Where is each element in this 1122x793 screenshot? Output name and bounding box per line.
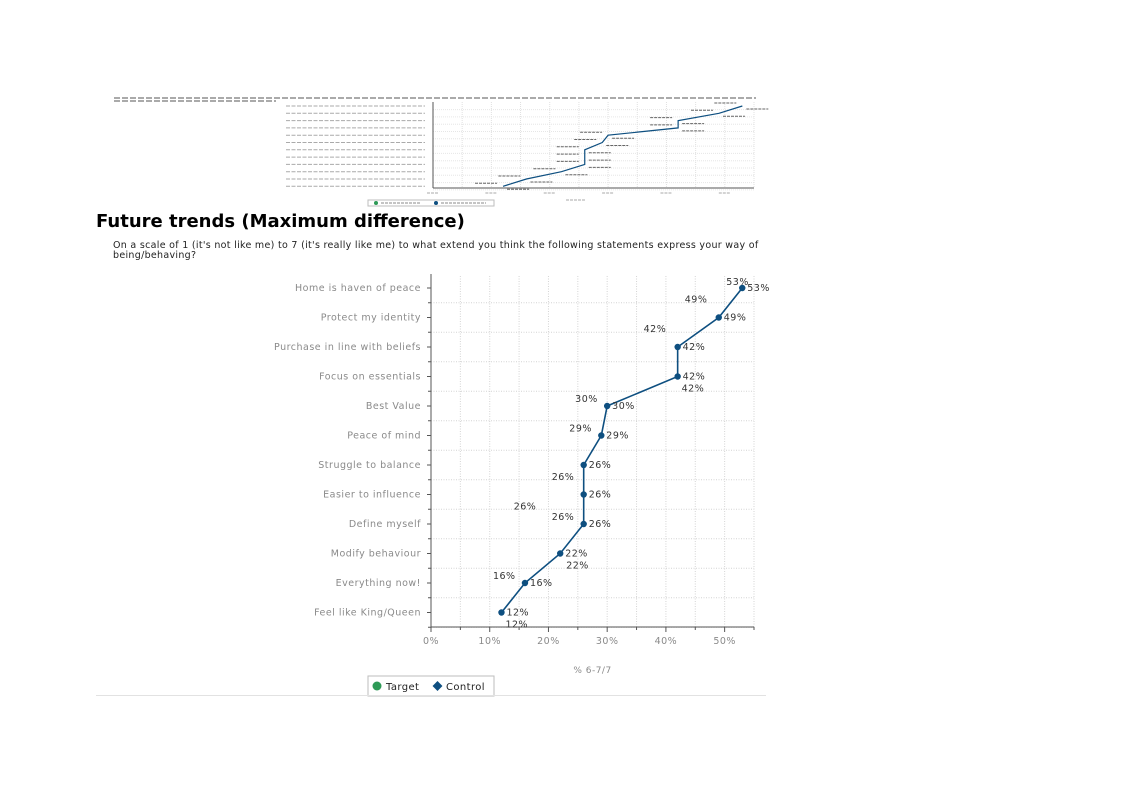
target-data-label: 49% xyxy=(685,295,708,306)
control-point xyxy=(674,373,681,380)
category-label: Everything now! xyxy=(336,578,421,589)
x-tick-label: 30% xyxy=(596,636,619,647)
control-data-label: 22% xyxy=(565,549,588,560)
control-data-label: 53% xyxy=(747,283,770,294)
x-tick-label: 20% xyxy=(537,636,560,647)
category-label: Struggle to balance xyxy=(318,460,421,471)
control-point xyxy=(580,491,587,498)
control-data-label: 26% xyxy=(589,490,612,501)
control-point xyxy=(521,579,529,587)
legend-control-marker xyxy=(432,681,443,691)
control-data-label: 42% xyxy=(683,372,706,383)
control-data-label: 26% xyxy=(589,519,612,530)
control-data-label: 49% xyxy=(724,313,747,324)
target-data-label: 16% xyxy=(493,571,516,582)
control-data-label: 30% xyxy=(612,401,635,412)
x-tick-label: 50% xyxy=(713,636,736,647)
target-data-label: 22% xyxy=(566,561,589,572)
control-point xyxy=(715,314,722,321)
control-data-label: 12% xyxy=(506,608,529,619)
x-axis-title: % 6-7/7 xyxy=(573,666,611,676)
category-label: Best Value xyxy=(366,401,421,412)
category-label: Purchase in line with beliefs xyxy=(274,342,421,353)
previous-chart-thumbnail xyxy=(114,97,769,207)
category-label: Feel like King/Queen xyxy=(314,608,421,619)
category-label: Focus on essentials xyxy=(319,372,421,383)
legend-target-marker xyxy=(372,681,382,691)
target-data-label: 26% xyxy=(552,472,575,483)
control-point xyxy=(674,343,681,351)
thumbnail-series-line xyxy=(502,105,743,187)
category-label: Peace of mind xyxy=(347,431,421,442)
target-data-label: 26% xyxy=(514,502,537,513)
target-data-label: 26% xyxy=(552,512,575,523)
section-divider xyxy=(96,695,766,696)
target-data-label: 12% xyxy=(505,620,528,631)
thumbnail-legend-marker xyxy=(434,201,438,205)
control-series-line xyxy=(500,287,743,613)
control-data-label: 42% xyxy=(683,342,706,353)
category-label: Modify behaviour xyxy=(331,549,421,560)
control-data-label: 29% xyxy=(606,431,629,442)
legend-control-label: Control xyxy=(446,682,485,693)
target-data-label: 29% xyxy=(569,424,592,435)
control-point xyxy=(739,284,746,292)
question-text: On a scale of 1 (it's not like me) to 7 … xyxy=(113,240,759,261)
target-data-label: 30% xyxy=(575,394,598,405)
control-point xyxy=(598,432,605,439)
x-tick-label: 0% xyxy=(423,636,439,647)
control-data-label: 16% xyxy=(530,578,553,589)
legend-box xyxy=(367,675,495,697)
target-data-label: 53% xyxy=(726,277,749,288)
target-data-label: 42% xyxy=(644,324,667,335)
thumbnail-legend xyxy=(367,199,495,207)
category-label: Define myself xyxy=(349,519,421,530)
control-point xyxy=(557,550,564,557)
x-tick-label: 10% xyxy=(478,636,501,647)
x-tick-label: 40% xyxy=(655,636,678,647)
category-label: Protect my identity xyxy=(321,313,421,324)
legend-target-label: Target xyxy=(385,682,419,693)
category-label: Home is haven of peace xyxy=(295,283,421,294)
control-point xyxy=(603,402,611,410)
thumbnail-legend-marker xyxy=(374,201,378,205)
future-trends-chart: Home is haven of peace Protect my identit… xyxy=(274,274,770,697)
control-point xyxy=(580,461,587,469)
category-label: Easier to influence xyxy=(323,490,421,501)
target-data-label: 42% xyxy=(682,384,705,395)
control-point xyxy=(580,520,587,528)
section-title: Future trends (Maximum difference) xyxy=(96,211,465,232)
control-point xyxy=(498,609,505,616)
control-data-label: 26% xyxy=(589,460,612,471)
